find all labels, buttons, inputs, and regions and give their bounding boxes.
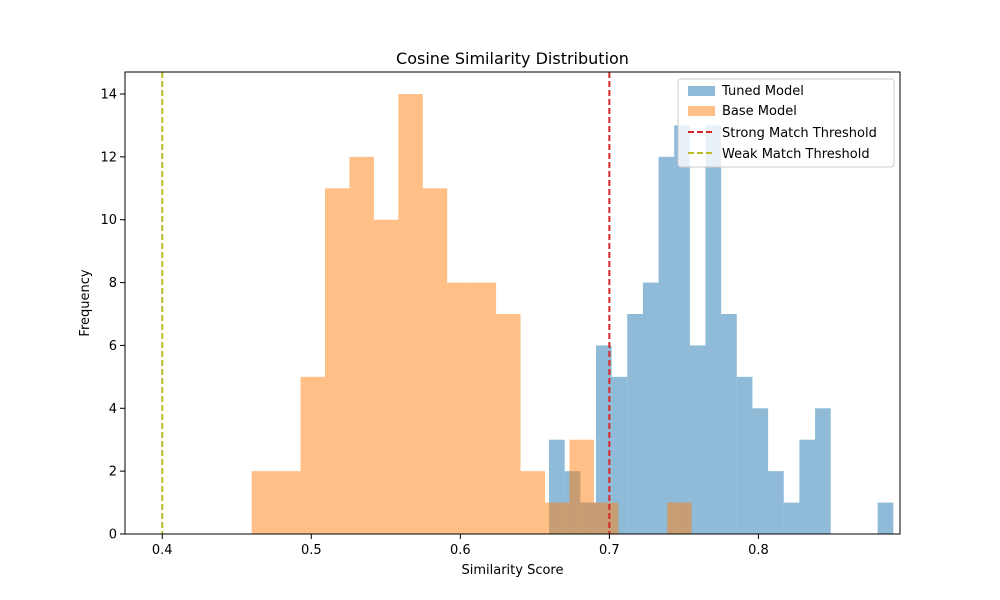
x-axis-ticks: 0.4 0.5 0.6 0.7 0.8 <box>152 534 769 558</box>
y-tick-label-2: 4 <box>109 402 117 417</box>
bar-series-0-bin-10 <box>705 125 722 534</box>
bar-series-1-bin-13 <box>569 439 594 534</box>
bar-series-0-bin-12 <box>736 376 753 534</box>
bars-layer <box>251 94 894 535</box>
x-tick-label-2: 0.6 <box>450 543 471 558</box>
y-tick-label-7: 14 <box>100 88 117 103</box>
threshold-layer <box>161 72 611 534</box>
bar-series-1-bin-17 <box>667 502 692 534</box>
legend: Tuned Model Base Model Strong Match Thre… <box>677 78 895 168</box>
legend-label-base-model: Base Model <box>722 104 797 119</box>
y-tick-label-5: 10 <box>100 213 117 228</box>
bar-series-0-bin-21 <box>877 502 894 534</box>
legend-label-strong-threshold: Strong Match Threshold <box>722 126 877 141</box>
bar-series-0-bin-14 <box>768 471 784 534</box>
bar-series-1-bin-8 <box>447 282 472 534</box>
bar-series-0-bin-16 <box>799 439 816 534</box>
bar-series-0-bin-5 <box>627 314 643 534</box>
x-tick-label-4: 0.8 <box>748 543 769 558</box>
bar-series-1-bin-10 <box>496 314 521 534</box>
bar-series-1-bin-11 <box>520 471 545 534</box>
bar-series-0-bin-3 <box>595 345 612 534</box>
legend-swatch-base-model <box>688 106 715 116</box>
bar-series-0-bin-9 <box>689 345 706 534</box>
bar-series-0-bin-17 <box>815 408 831 534</box>
bar-series-1-bin-5 <box>373 219 399 534</box>
bar-series-1-bin-2 <box>300 376 326 534</box>
x-tick-label-0: 0.4 <box>152 543 173 558</box>
bar-series-0-bin-4 <box>611 376 628 534</box>
y-tick-label-1: 2 <box>109 465 117 480</box>
bar-series-0-bin-15 <box>783 502 800 534</box>
bar-series-0-bin-11 <box>721 314 737 534</box>
y-axis-label: Frequency <box>78 269 93 336</box>
bar-series-0-bin-13 <box>752 408 769 534</box>
legend-label-tuned-model: Tuned Model <box>721 84 804 99</box>
y-tick-label-3: 6 <box>109 339 117 354</box>
bar-series-1-bin-3 <box>325 188 350 535</box>
bar-series-1-bin-14 <box>593 502 619 534</box>
x-tick-label-3: 0.7 <box>599 543 620 558</box>
y-axis-ticks: 0 2 4 6 8 10 12 14 <box>100 88 125 543</box>
x-axis-label: Similarity Score <box>461 563 563 578</box>
y-tick-label-0: 0 <box>109 528 117 543</box>
legend-label-weak-threshold: Weak Match Threshold <box>722 147 870 162</box>
bar-series-1-bin-1 <box>276 471 301 534</box>
bar-series-1-bin-6 <box>398 94 423 534</box>
bar-series-1-bin-12 <box>544 502 570 534</box>
bar-series-0-bin-8 <box>674 125 690 534</box>
legend-box <box>677 78 895 168</box>
y-tick-label-4: 8 <box>109 276 117 291</box>
bar-series-0-bin-6 <box>642 282 659 534</box>
bar-series-1-bin-7 <box>422 188 448 535</box>
chart-title: Cosine Similarity Distribution <box>396 49 629 68</box>
bar-series-1-bin-4 <box>349 156 374 534</box>
x-tick-label-1: 0.5 <box>301 543 322 558</box>
bar-series-0-bin-7 <box>658 156 675 534</box>
plot-frame <box>124 71 901 535</box>
bar-series-1-bin-0 <box>251 471 277 534</box>
legend-swatch-tuned-model <box>688 86 715 96</box>
y-tick-label-6: 12 <box>100 150 117 165</box>
bar-series-1-bin-9 <box>471 282 497 534</box>
